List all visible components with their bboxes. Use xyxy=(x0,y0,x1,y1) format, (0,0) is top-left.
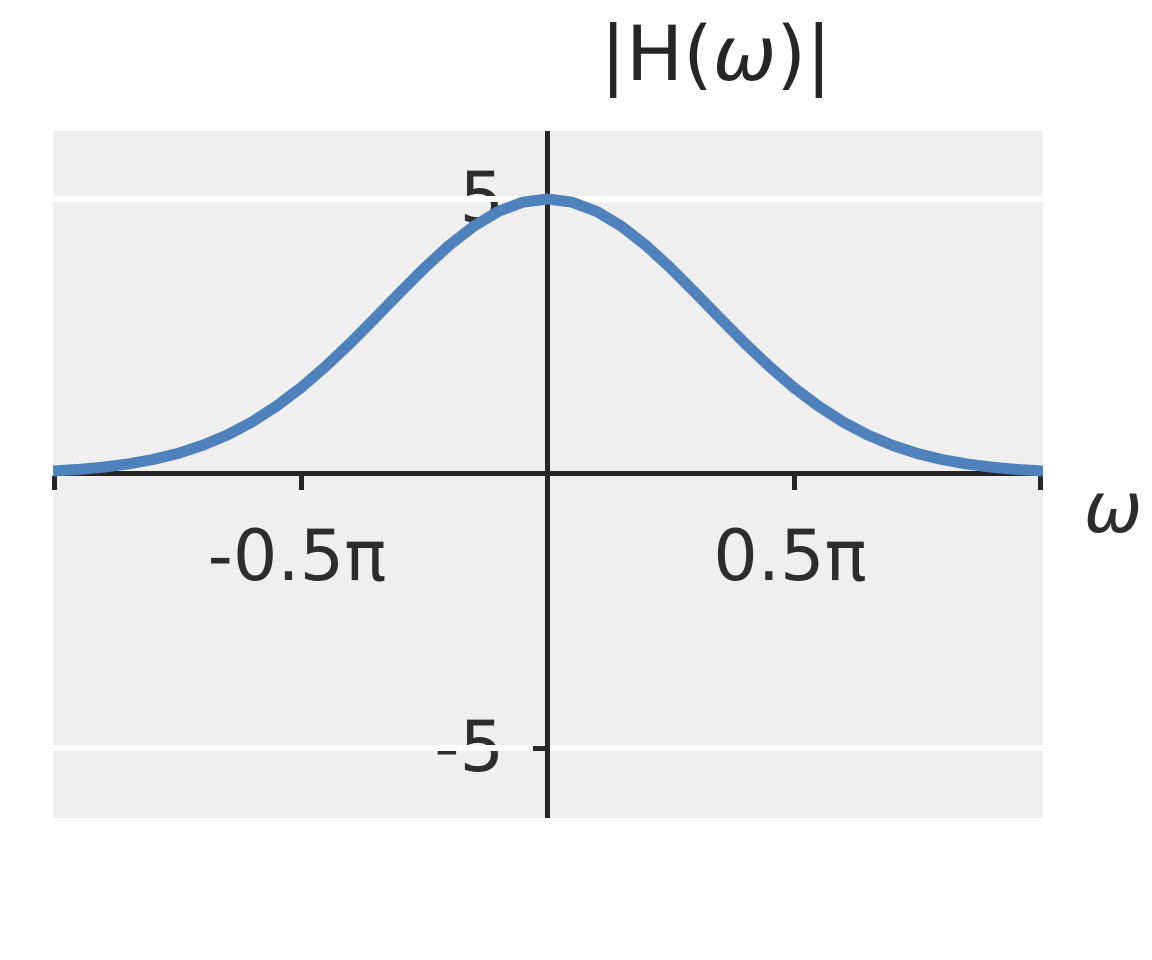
x-tick-label-half-pi: 0.5π xyxy=(713,515,867,597)
magnitude-response-curve xyxy=(53,193,1043,477)
x-tick-mark xyxy=(791,475,797,490)
x-tick-mark xyxy=(52,475,57,490)
x-tick-label-neg-half-pi: -0.5π xyxy=(207,515,387,597)
chart-title-prefix: |H( xyxy=(600,9,713,98)
x-axis-label-omega: ω xyxy=(1083,467,1143,549)
chart-title-suffix: )| xyxy=(776,9,832,98)
response-curve-layer xyxy=(53,193,1043,477)
chart-title: |H(ω)| xyxy=(600,12,831,96)
x-tick-mark xyxy=(1038,475,1043,490)
plot-area xyxy=(52,131,1043,818)
y-axis-line xyxy=(545,131,550,818)
chart-title-omega: ω xyxy=(712,9,777,98)
y-tick-mark xyxy=(533,745,547,751)
x-tick-mark xyxy=(298,475,304,490)
